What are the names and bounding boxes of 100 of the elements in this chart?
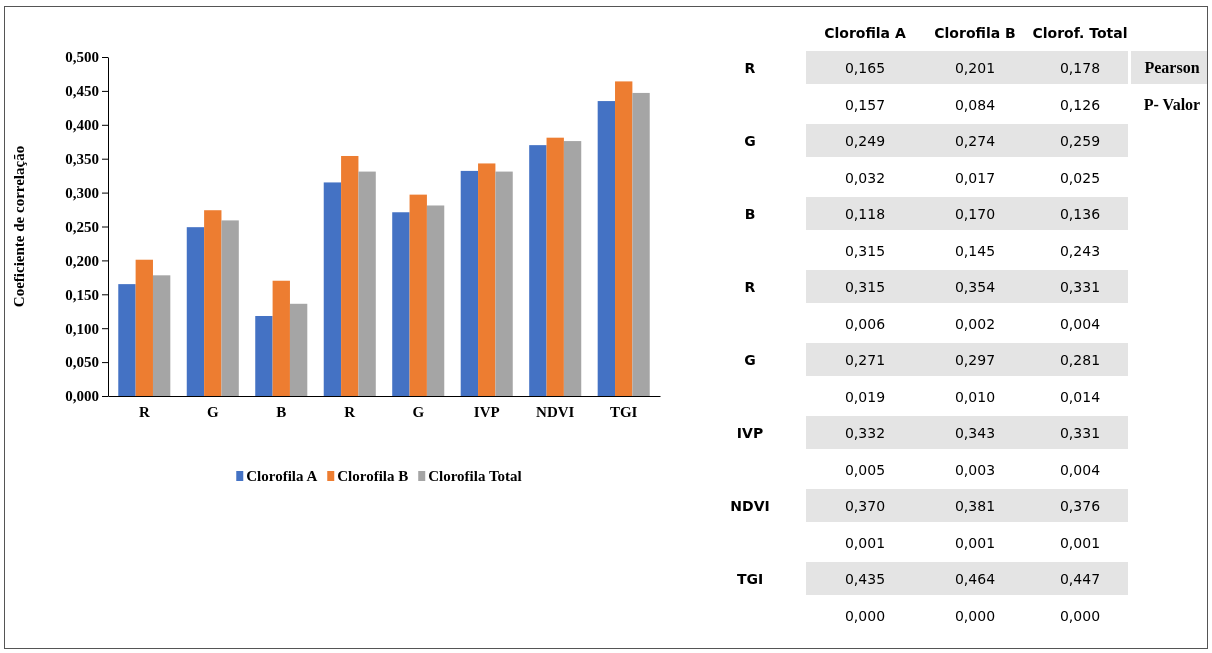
bar [495, 171, 513, 396]
y-tick-label: 0,150 [65, 286, 99, 303]
bar [563, 141, 582, 396]
text: 0,271 [844, 352, 886, 368]
text: 0,000 [954, 607, 996, 624]
y-tick-label: 0,500 [65, 49, 99, 66]
text: 0,001 [954, 534, 996, 551]
x-tick-label: B [276, 403, 287, 420]
text: 0,010 [954, 388, 996, 405]
y-tick-label: 0,200 [65, 252, 99, 269]
legend-label: Clorofila Total [428, 468, 522, 484]
bar [478, 163, 496, 396]
category-label: R [744, 60, 756, 76]
text: 0,332 [844, 425, 886, 441]
y-tick-label: 0,300 [65, 184, 99, 201]
x-tick-label: IVP [473, 403, 500, 420]
text: 0,136 [1059, 206, 1101, 222]
bar [460, 170, 479, 396]
text: 0,006 [844, 315, 886, 332]
text: 0,025 [1059, 169, 1101, 186]
text: 0,017 [954, 169, 996, 186]
bar [204, 210, 222, 396]
text: 0,376 [1059, 498, 1101, 514]
category-label: R [744, 279, 756, 295]
text: 0,000 [844, 607, 886, 624]
bar [221, 220, 239, 396]
bar [615, 81, 633, 396]
x-tick-label: R [344, 403, 356, 420]
bar [289, 303, 308, 396]
bar [255, 316, 273, 396]
text: 0,019 [844, 388, 886, 405]
text: 0,447 [1059, 571, 1101, 587]
y-tick-label: 0,000 [65, 388, 99, 405]
text: 0,000 [1059, 607, 1101, 624]
x-tick-label: G [412, 403, 425, 420]
x-tick-label: NDVI [536, 403, 575, 420]
x-tick-label: R [138, 403, 150, 420]
bar [341, 155, 359, 396]
text: 0,118 [844, 206, 886, 222]
category-label: P- Valor [1143, 95, 1201, 113]
y-tick-label: 0,450 [65, 83, 99, 100]
category-label: IVP [736, 425, 764, 441]
text: 0,004 [1059, 461, 1101, 478]
text: 0,032 [844, 169, 886, 186]
x-tick-label: TGI [609, 403, 638, 420]
category-label: G [744, 133, 756, 149]
text: 0,157 [844, 96, 886, 113]
text: 0,126 [1059, 96, 1101, 113]
bar [632, 92, 650, 396]
category-label: NDVI [730, 498, 770, 514]
text: 0,331 [1059, 279, 1101, 295]
text: 0,001 [844, 534, 886, 551]
text: 0,178 [1059, 60, 1101, 76]
bar [323, 182, 342, 396]
category-label: Clorofila A [824, 25, 906, 41]
text: 0,354 [954, 279, 996, 295]
bar [392, 212, 410, 396]
y-tick-label: 0,350 [65, 151, 99, 167]
category-label: TGI [736, 571, 764, 587]
bar [529, 145, 547, 396]
text: 0,315 [844, 279, 886, 295]
bar [186, 227, 205, 396]
text: 0,201 [954, 60, 996, 76]
text: 0,249 [844, 133, 886, 149]
text: 0,145 [954, 242, 996, 259]
text: 0,003 [954, 461, 996, 478]
text: 0,343 [954, 425, 996, 441]
text: 0,331 [1059, 425, 1101, 441]
text: 0,259 [1059, 133, 1101, 149]
category-label: Clorof. Total [1032, 25, 1128, 41]
y-axis-title: Coeficiente de correlação [11, 145, 27, 308]
text: 0,001 [1059, 534, 1101, 551]
bar [546, 137, 564, 396]
text: 0,381 [954, 498, 996, 514]
y-tick-label: 0,050 [65, 354, 99, 371]
text: 0,005 [844, 461, 886, 478]
y-tick-label: 0,100 [65, 320, 99, 337]
legend-label: Clorofila A [246, 468, 318, 484]
text: 0,243 [1059, 242, 1101, 259]
text: 0,004 [1059, 315, 1101, 332]
bar [597, 101, 616, 396]
bar [152, 275, 171, 396]
bar [409, 194, 427, 396]
text: 0,274 [954, 133, 996, 149]
text: 0,297 [954, 352, 996, 368]
bar [358, 171, 376, 396]
bar [118, 284, 136, 396]
category-label: G [744, 352, 756, 368]
text: 0,002 [954, 315, 996, 332]
category-label: Clorofila B [934, 25, 1016, 41]
bar [135, 259, 153, 396]
text: 0,165 [844, 60, 886, 76]
x-tick-label: G [206, 403, 219, 420]
category-label: Pearson [1144, 59, 1200, 76]
text: 0,370 [844, 498, 886, 514]
bar [272, 280, 290, 396]
bar [426, 205, 445, 396]
text: 0,315 [844, 242, 886, 259]
y-tick-label: 0,250 [65, 218, 99, 235]
text: 0,281 [1059, 352, 1101, 368]
